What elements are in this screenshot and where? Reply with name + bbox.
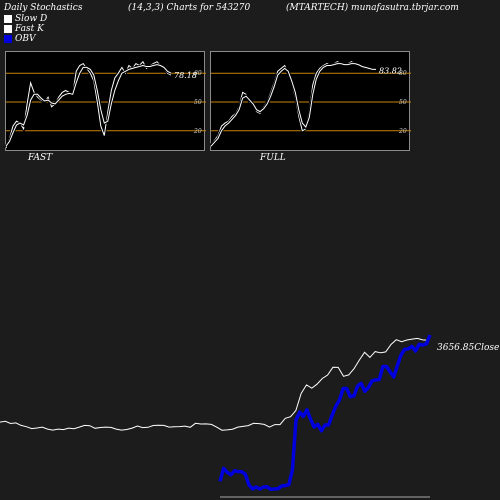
legend-swatch-slow-d — [4, 15, 12, 23]
chart-params: (14,3,3) Charts for 543270 — [128, 3, 251, 13]
fast-slow-d-shadow — [4, 63, 172, 148]
fast-fast-k-line — [5, 60, 172, 149]
legend-item-obv: OBV — [4, 34, 36, 44]
full-slow-d-line — [210, 63, 376, 147]
full-level-label-80: 80 — [399, 70, 407, 77]
close-value-label: 3656.85Close — [437, 343, 499, 353]
fast-level-label-20: 20 — [193, 128, 202, 135]
legend-item-fast-k: Fast K — [4, 24, 44, 34]
full-level-label-20: 20 — [398, 128, 407, 135]
full-stochastic-panel: 80 50 20 83.82 — [209, 51, 411, 151]
chart-title: Daily Stochastics — [4, 3, 83, 13]
full-stochastic-chart: 80 50 20 83.82 — [209, 59, 411, 148]
full-last-value-label: 83.82 — [379, 66, 402, 75]
full-slow-d-shadow — [209, 62, 376, 148]
chart-source: (MTARTECH) munafasutra.tbrjar.com — [286, 3, 459, 13]
legend-item-slow-d: Slow D — [4, 14, 47, 24]
fast-panel-label: FAST — [28, 153, 53, 163]
fast-last-value-label: 78.18 — [174, 71, 197, 80]
full-level-label-50: 50 — [399, 99, 407, 106]
legend-label-slow-d: Slow D — [15, 14, 48, 24]
legend-swatch-fast-k — [4, 25, 12, 33]
fast-level-label-80: 80 — [194, 70, 202, 77]
legend-label-obv: OBV — [15, 34, 36, 44]
obv-line — [218, 334, 432, 492]
fast-stochastic-chart: 80 50 20 78.18 — [4, 59, 206, 149]
full-fast-k-shadow — [209, 59, 377, 147]
fast-stochastic-panel: 80 50 20 78.18 — [4, 51, 206, 151]
full-panel-label: FULL — [260, 153, 286, 163]
fast-slow-d-line — [5, 64, 172, 147]
legend-label-fast-k: Fast K — [15, 24, 44, 34]
full-fast-k-line — [210, 61, 377, 146]
close-price-line — [0, 337, 429, 431]
fast-level-label-50: 50 — [194, 99, 202, 106]
legend-swatch-obv — [4, 35, 12, 43]
